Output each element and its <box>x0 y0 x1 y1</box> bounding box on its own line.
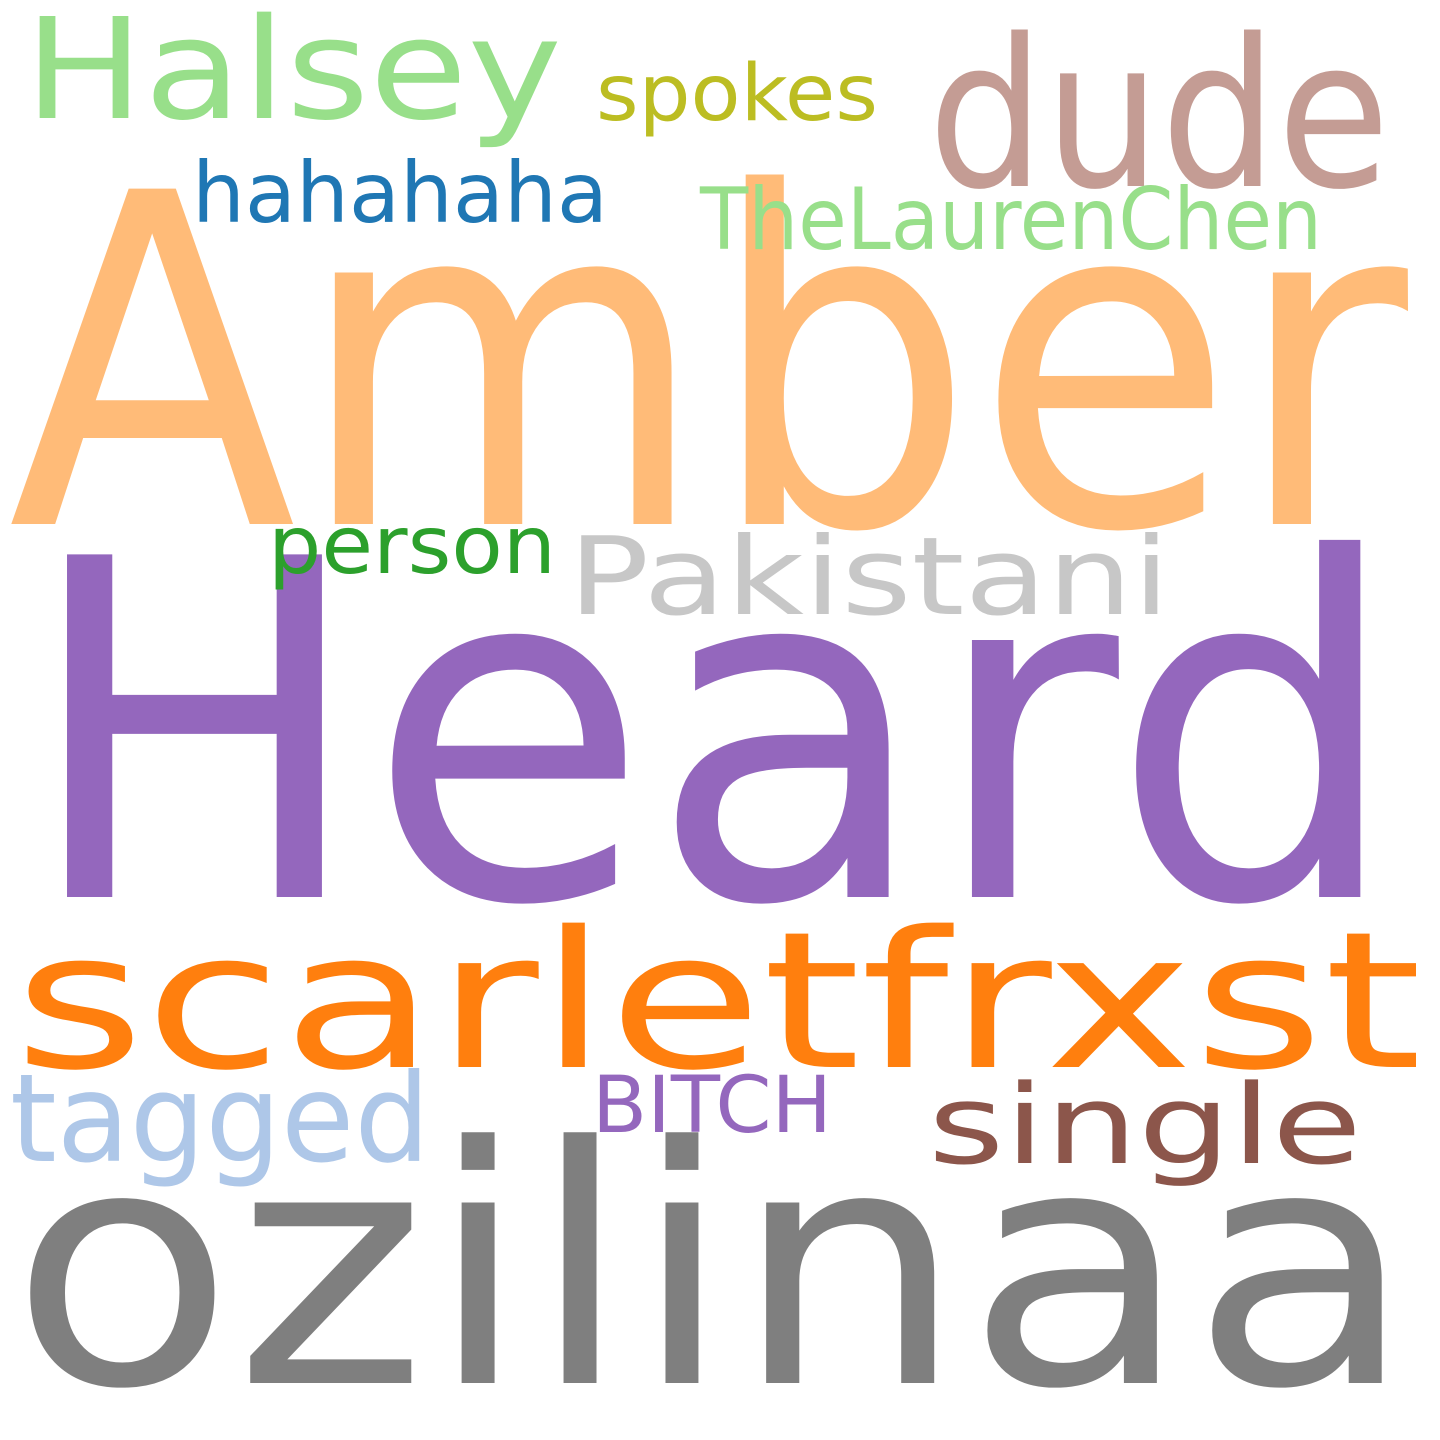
word-heard: Heard <box>22 461 1402 1008</box>
word-tagged: tagged <box>10 1048 430 1190</box>
word-pakistani: Pakistani <box>568 515 1170 640</box>
word-halsey: Halsey <box>24 0 562 152</box>
word-scarletfrxst: scarletfrxst <box>14 891 1422 1112</box>
word-bitch: BITCH <box>592 1061 832 1151</box>
word-spokes: spokes <box>596 49 878 139</box>
word-ozilinaa: ozilinaa <box>10 1077 1415 1440</box>
word-hahahaha: hahahaha <box>192 144 608 242</box>
word-thelaurenchen: TheLaurenChen <box>699 170 1322 270</box>
word-person: person <box>268 499 556 592</box>
word-single: single <box>928 1061 1362 1189</box>
word-amber: Amber <box>8 98 1413 633</box>
word-dude: dude <box>928 0 1390 235</box>
